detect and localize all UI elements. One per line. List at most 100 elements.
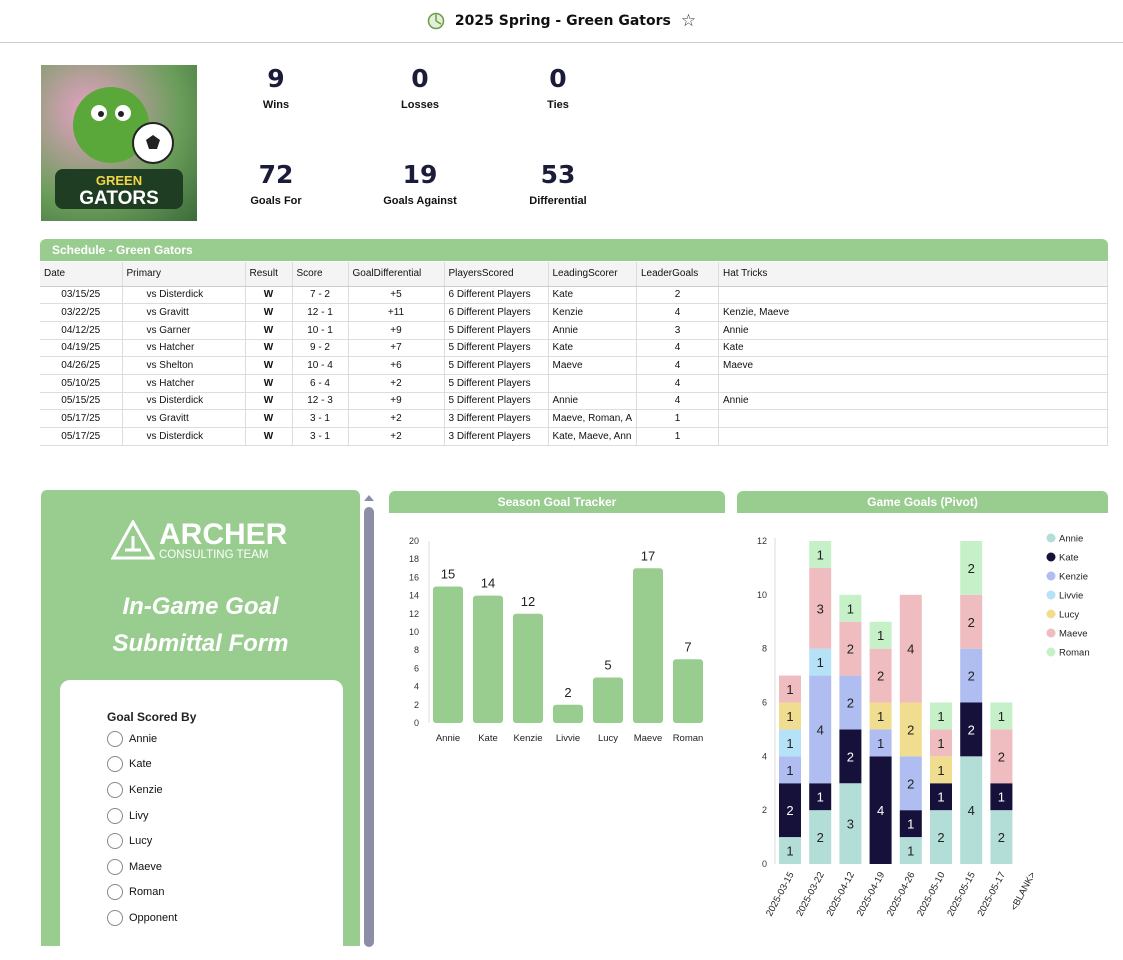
table-cell: vs Disterdick (122, 392, 246, 411)
stacked-bar-segment (960, 594, 983, 649)
x-tick-label: <BLANK> (1009, 870, 1039, 913)
top-bar: 2025 Spring - Green Gators ☆ (0, 0, 1123, 43)
table-cell: 3 Different Players (444, 409, 549, 428)
legend-label: Annie (1059, 534, 1083, 545)
favorite-star-icon[interactable]: ☆ (680, 11, 697, 30)
x-tick-label: 2025-03-22 (794, 870, 827, 918)
radio-option[interactable]: Kate (107, 752, 343, 778)
table-cell: 2 (636, 286, 719, 305)
table-cell: +2 (348, 374, 445, 393)
segment-label: 1 (907, 817, 914, 832)
stacked-bar-segment (839, 729, 862, 784)
radio-circle-icon[interactable] (107, 781, 123, 798)
table-cell: 05/15/25 (40, 392, 123, 411)
segment-label: 1 (847, 601, 854, 616)
radio-circle-icon[interactable] (107, 756, 123, 773)
stacked-bar-segment (930, 810, 952, 864)
scrollbar[interactable] (364, 495, 374, 947)
segment-label: 4 (907, 642, 914, 657)
table-cell (718, 427, 1109, 446)
column-header[interactable]: PlayersScored (444, 262, 549, 287)
table-cell: W (245, 427, 293, 446)
x-tick-label: Livvie (556, 733, 580, 744)
stacked-bar-segment (839, 594, 862, 622)
table-row[interactable]: 05/17/25 vs Disterdick W 3 - 1 +2 3 Different… (40, 427, 1109, 446)
stacked-bar-segment (839, 621, 862, 676)
radio-option[interactable]: Opponent (107, 905, 343, 931)
radio-circle-icon[interactable] (107, 833, 123, 850)
radio-option[interactable]: Roman (107, 880, 343, 906)
x-tick-label: 2025-03-15 (764, 870, 797, 918)
segment-label: 2 (968, 615, 975, 630)
column-header[interactable]: Score (292, 262, 349, 287)
table-cell: Maeve, Roman, A (548, 409, 637, 428)
radio-circle-icon[interactable] (107, 807, 123, 824)
data-label: 5 (604, 658, 611, 673)
column-header[interactable]: Result (245, 262, 293, 287)
radio-circle-icon[interactable] (107, 858, 123, 875)
radio-option[interactable]: Lucy (107, 828, 343, 854)
data-label: 15 (441, 567, 455, 582)
column-header[interactable]: GoalDifferential (348, 262, 445, 287)
column-header[interactable]: Primary (122, 262, 246, 287)
y-tick-label: 16 (409, 572, 419, 582)
table-cell: 04/19/25 (40, 339, 123, 358)
season-goal-tracker-chart: 0 2 4 6 8 10 12 14 16 18 20 15 Annie 14 Kate 12 Kenzie 2 L… (409, 536, 703, 744)
y-tick-label: 4 (762, 751, 767, 761)
y-tick-label: 2 (762, 805, 767, 815)
column-header[interactable]: LeadingScorer (548, 262, 637, 287)
table-cell: 1 (636, 409, 719, 428)
table-cell: Kenzie, Maeve (718, 303, 1109, 322)
radio-circle-icon[interactable] (107, 909, 123, 926)
table-row[interactable]: 04/26/25 vs Shelton W 10 - 4 +6 5 Different P… (40, 356, 1109, 375)
stacked-bar-segment (779, 837, 801, 864)
table-cell: W (245, 356, 293, 375)
table-row[interactable]: 04/12/25 vs Garner W 10 - 1 +9 5 Different Pl… (40, 321, 1109, 340)
y-tick-label: 8 (414, 645, 419, 655)
segment-label: 3 (817, 601, 824, 616)
legend-label: Kenzie (1059, 572, 1088, 583)
table-cell: 6 Different Players (444, 303, 549, 322)
radio-option[interactable]: Maeve (107, 854, 343, 880)
table-cell: 7 - 2 (292, 286, 349, 305)
table-row[interactable]: 04/19/25 vs Hatcher W 9 - 2 +7 5 Different Pl… (40, 339, 1109, 358)
table-cell (718, 286, 1109, 305)
table-row[interactable]: 05/17/25 vs Gravitt W 3 - 1 +2 3 Different Pl… (40, 409, 1109, 428)
table-cell: 10 - 4 (292, 356, 349, 375)
team-logo: GREEN GATORS (41, 65, 197, 221)
y-tick-label: 12 (757, 536, 767, 546)
radio-option[interactable]: Annie (107, 726, 343, 752)
column-header[interactable]: Hat Tricks (718, 262, 1109, 287)
stacked-bar-segment (899, 702, 922, 757)
schedule-title: Schedule - Green Gators (40, 239, 1108, 261)
radio-option[interactable]: Kenzie (107, 777, 343, 803)
segment-label: 1 (786, 709, 793, 724)
segment-label: 2 (907, 722, 914, 737)
radio-label: Maeve (129, 860, 163, 873)
svg-text:GATORS: GATORS (79, 188, 159, 209)
scroll-thumb[interactable] (364, 507, 374, 947)
radio-circle-icon[interactable] (107, 884, 123, 901)
table-cell: vs Shelton (122, 356, 246, 375)
column-header[interactable]: Date (40, 262, 123, 287)
stacked-bar-segment (809, 810, 832, 864)
scroll-up-icon[interactable] (364, 495, 374, 501)
data-label: 14 (481, 576, 495, 591)
table-row[interactable]: 03/15/25 vs Disterdick W 7 - 2 +5 6 Different… (40, 286, 1109, 305)
legend-swatch (1046, 552, 1056, 562)
stacked-bar-segment (839, 783, 862, 864)
table-cell: W (245, 374, 293, 393)
legend-swatch (1046, 609, 1056, 619)
x-tick-label: Lucy (598, 733, 618, 744)
table-cell: Maeve (718, 356, 1109, 375)
table-row[interactable]: 05/10/25 vs Hatcher W 6 - 4 +2 5 Different Pl… (40, 374, 1109, 393)
radio-option[interactable]: Livy (107, 803, 343, 829)
column-header[interactable]: LeaderGoals (636, 262, 719, 287)
table-row[interactable]: 03/22/25 vs Gravitt W 12 - 1 +11 6 Different … (40, 303, 1109, 322)
schedule-table: Date Primary Result Score GoalDifferential Pl… (40, 262, 1109, 446)
radio-circle-icon[interactable] (107, 730, 123, 747)
table-cell: vs Gravitt (122, 409, 246, 428)
table-cell: +9 (348, 321, 445, 340)
table-cell (718, 374, 1109, 393)
table-row[interactable]: 05/15/25 vs Disterdick W 12 - 3 +9 5 Differen… (40, 392, 1109, 411)
